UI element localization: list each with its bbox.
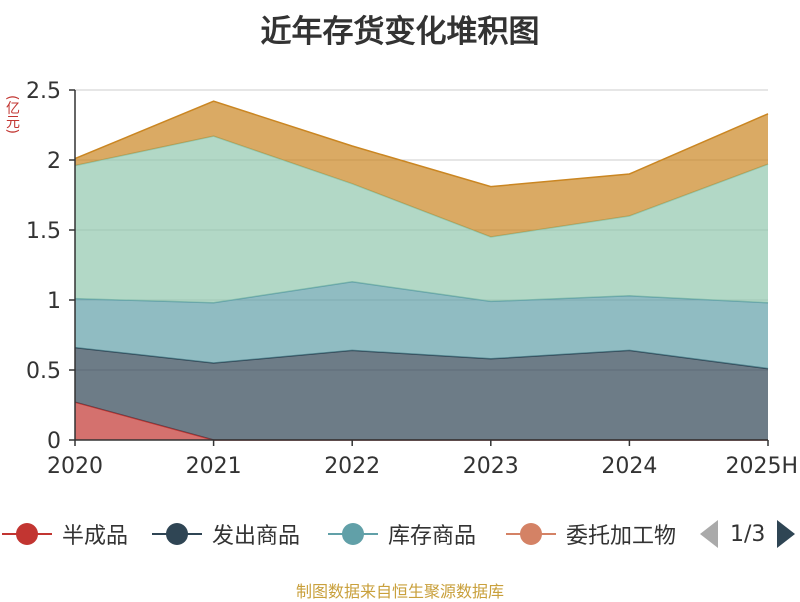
area-series-0 bbox=[75, 402, 768, 440]
y-tick-label: 2.5 bbox=[26, 79, 61, 104]
legend-item-inventory-goods[interactable]: 库存商品 bbox=[328, 516, 476, 552]
y-tick-label: 0.5 bbox=[26, 359, 61, 384]
chevron-left-icon[interactable] bbox=[700, 520, 718, 548]
y-tick-label: 2 bbox=[47, 149, 61, 174]
legend-page-indicator: 1/3 bbox=[730, 521, 766, 547]
chevron-right-icon[interactable] bbox=[777, 520, 796, 548]
data-source-note: 制图数据来自恒生聚源数据库 bbox=[295, 582, 504, 601]
legend-label: 库存商品 bbox=[388, 524, 477, 549]
area-series-group bbox=[74, 100, 769, 441]
legend-swatch bbox=[2, 516, 52, 552]
y-axis-unit: (亿元) bbox=[4, 95, 20, 134]
area-series-4 bbox=[75, 136, 768, 303]
legend-dot bbox=[16, 523, 38, 545]
legend-swatch bbox=[328, 516, 378, 552]
x-tick-label: 2025H bbox=[725, 454, 798, 479]
legend-item-consigned-processing[interactable]: 委托加工物 bbox=[506, 516, 676, 552]
legend-swatch bbox=[152, 516, 202, 552]
area-series-2 bbox=[75, 281, 768, 369]
axes: 0 0.5 1 1.5 2 2.5 2020 2021 2022 2023 2024 2025H bbox=[26, 79, 798, 479]
legend-label: 委托加工物 bbox=[566, 524, 677, 549]
y-tick-label: 1 bbox=[47, 289, 61, 314]
x-tick-label: 2022 bbox=[324, 454, 380, 479]
legend-dot bbox=[342, 523, 364, 545]
legend-dot bbox=[166, 523, 188, 545]
legend-label: 发出商品 bbox=[212, 524, 301, 549]
y-tick-label: 0 bbox=[47, 429, 61, 454]
area-series-edge-2 bbox=[74, 281, 769, 304]
x-tick-label: 2023 bbox=[463, 454, 519, 479]
area-series-1 bbox=[75, 347, 768, 440]
legend: 半成品 发出商品 库存商品 委托加工物 1/3 bbox=[0, 516, 800, 552]
legend-item-goods-shipped[interactable]: 发出商品 bbox=[152, 516, 300, 552]
legend-pager: 1/3 bbox=[700, 516, 796, 552]
area-series-edge-5 bbox=[74, 100, 769, 188]
legend-label: 半成品 bbox=[62, 524, 129, 549]
x-tick-label: 2020 bbox=[47, 454, 103, 479]
x-tick-label: 2024 bbox=[601, 454, 657, 479]
y-tick-label: 1.5 bbox=[26, 219, 61, 244]
legend-item-semi-finished[interactable]: 半成品 bbox=[2, 516, 128, 552]
area-series-5 bbox=[75, 101, 768, 237]
chart-title: 近年存货变化堆积图 bbox=[260, 14, 540, 50]
legend-dot bbox=[520, 523, 542, 545]
x-tick-label: 2021 bbox=[186, 454, 242, 479]
legend-swatch bbox=[506, 516, 556, 552]
